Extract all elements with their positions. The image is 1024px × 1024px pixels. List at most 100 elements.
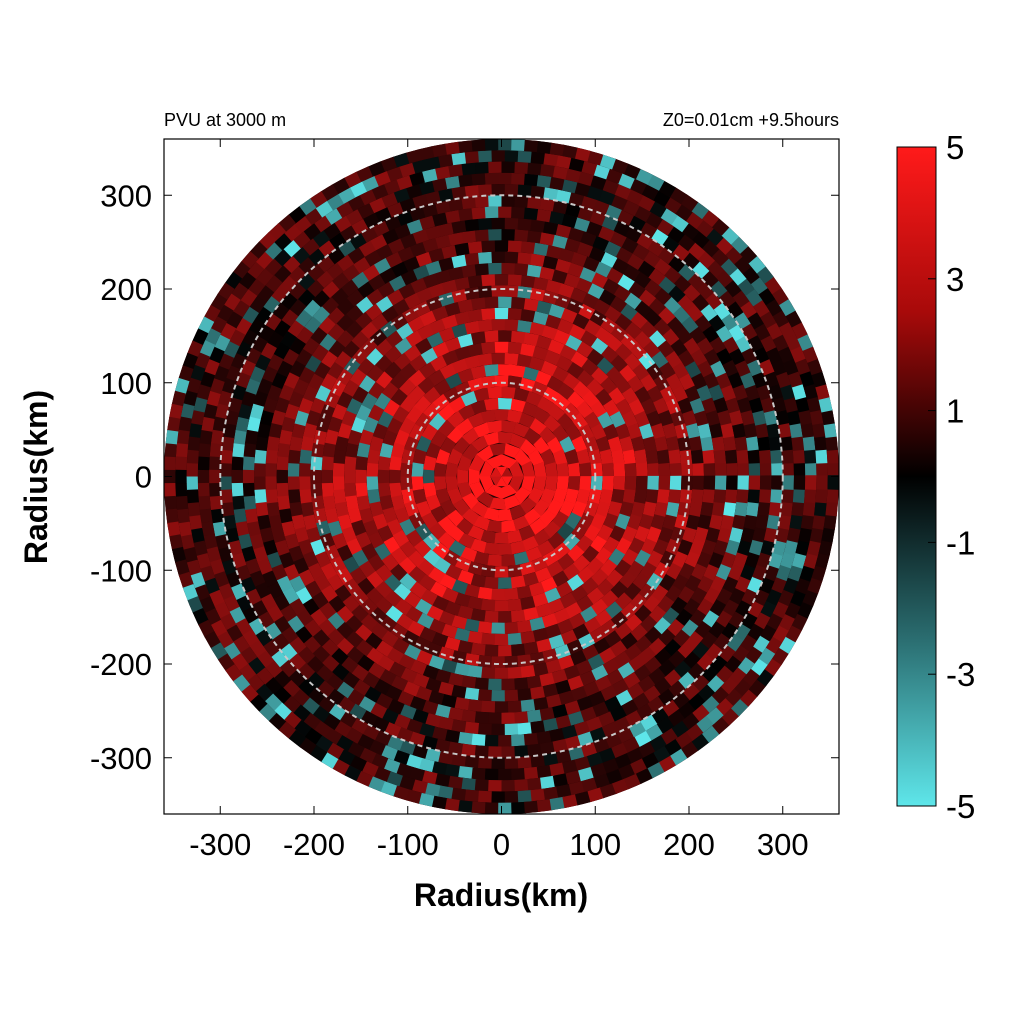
pv-cell [554, 154, 572, 169]
pv-cell [425, 782, 442, 797]
pv-cell [604, 695, 622, 712]
pv-cell [529, 321, 545, 336]
pv-cell [678, 561, 696, 580]
pv-cell [209, 589, 226, 608]
pv-cell [787, 564, 804, 582]
pv-cell [748, 538, 764, 556]
pv-cell [265, 449, 278, 465]
pv-cell [394, 429, 410, 447]
pv-cell [561, 724, 579, 740]
pv-cell [489, 442, 506, 456]
pv-cell [635, 462, 648, 477]
pv-cell [688, 501, 703, 517]
pv-cell [460, 546, 478, 563]
pv-cell [282, 348, 300, 367]
x-tick-label: 0 [493, 827, 510, 862]
pv-cell [668, 448, 681, 464]
pv-cell [509, 172, 525, 185]
pv-cell [567, 476, 581, 491]
pv-cell [463, 252, 480, 266]
pv-cell [523, 641, 540, 655]
pv-cell [551, 365, 570, 383]
pv-cell [555, 749, 573, 764]
pv-cell [461, 427, 479, 445]
pv-cell [487, 554, 502, 567]
pv-cell [483, 507, 499, 522]
pv-cell [814, 383, 830, 400]
pv-cell [369, 739, 387, 756]
pv-cell [745, 435, 759, 451]
pv-cell [368, 776, 387, 793]
pv-cell [418, 215, 436, 231]
pv-cell [276, 469, 288, 485]
pv-cell [545, 279, 562, 294]
pv-cell [527, 709, 543, 723]
pv-cell [682, 526, 698, 543]
pv-cell [483, 296, 499, 309]
pv-cell [457, 482, 472, 499]
pv-cell [165, 508, 179, 525]
pv-cell [514, 745, 530, 758]
pv-cell [714, 462, 727, 477]
pv-cell [627, 560, 645, 578]
pv-cell [230, 353, 247, 371]
pv-cell [209, 456, 221, 472]
pv-cell [626, 253, 645, 271]
pv-cell [628, 398, 645, 416]
pv-cell [798, 408, 812, 426]
pv-cell [580, 160, 598, 176]
colorbar-ticks: 531-1-3-5 [928, 129, 975, 825]
pv-cell [204, 328, 221, 346]
pv-cell [650, 422, 666, 439]
pv-cell [190, 571, 206, 590]
pv-cell [555, 714, 573, 729]
pv-cell [539, 741, 556, 755]
pv-cell [548, 210, 565, 225]
pv-cell [450, 152, 467, 166]
pv-cell [442, 386, 461, 404]
pv-cell [553, 329, 571, 345]
pv-cell [370, 184, 389, 201]
pv-cell [432, 393, 450, 411]
pv-cell [265, 463, 277, 478]
pv-cell [461, 777, 477, 791]
pv-cell [451, 753, 468, 767]
pv-cell [619, 500, 634, 517]
pv-cell [406, 789, 424, 805]
pv-cell [415, 598, 433, 616]
pv-cell [201, 416, 215, 433]
pv-cell [228, 329, 246, 348]
pv-cell [684, 574, 702, 592]
pv-cell [634, 488, 648, 504]
pv-cell [493, 240, 509, 252]
pv-cell [265, 489, 279, 505]
pv-cell [437, 403, 456, 422]
pv-cell [539, 672, 556, 687]
pv-cell [481, 598, 496, 612]
pv-cell [501, 746, 517, 758]
pv-cell [594, 261, 612, 278]
pv-cell [809, 526, 824, 544]
pv-cell [443, 301, 461, 317]
pv-cell [341, 410, 357, 428]
pv-cell [639, 513, 654, 530]
pv-cell [444, 372, 463, 390]
pv-cell [464, 583, 481, 599]
pv-cell [614, 752, 633, 769]
pv-cell [245, 588, 263, 607]
pv-cell [544, 461, 558, 477]
pv-cell [439, 436, 456, 454]
pv-cell [779, 435, 793, 451]
pv-cell [500, 229, 515, 241]
pv-cell [358, 560, 376, 579]
pv-cell [818, 395, 833, 413]
pv-cell [586, 282, 605, 300]
pv-cell [815, 551, 830, 569]
pv-cell [445, 461, 459, 477]
pv-cell [438, 751, 455, 765]
pv-cell [510, 540, 527, 555]
pv-cell [411, 476, 424, 491]
pv-cell [209, 378, 225, 396]
pv-cell [783, 396, 798, 413]
pv-cell [597, 411, 614, 429]
